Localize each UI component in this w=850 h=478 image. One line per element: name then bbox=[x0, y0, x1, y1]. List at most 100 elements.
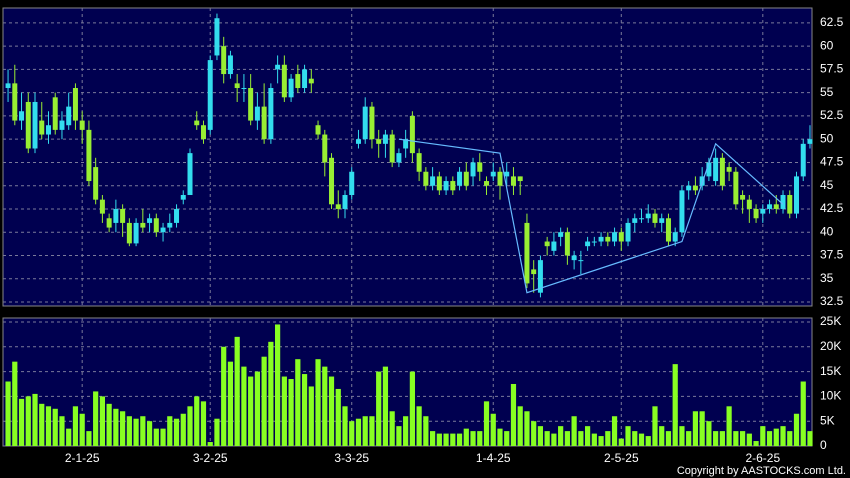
candle-body bbox=[558, 232, 564, 237]
candle-body bbox=[618, 232, 624, 242]
volume-bar bbox=[719, 431, 725, 446]
candle-body bbox=[497, 171, 503, 186]
volume-bar bbox=[140, 416, 146, 446]
candle-body bbox=[99, 199, 105, 214]
candle-body bbox=[12, 83, 18, 121]
volume-bar bbox=[254, 371, 260, 446]
candle-body bbox=[302, 69, 308, 89]
y2-tick-label: 10K bbox=[820, 389, 841, 403]
volume-bar bbox=[598, 436, 604, 446]
volume-bar bbox=[342, 406, 348, 446]
candle-body bbox=[409, 115, 415, 154]
volume-bar bbox=[167, 416, 173, 446]
candle-body bbox=[194, 120, 200, 126]
volume-bar bbox=[760, 426, 766, 446]
volume-bar bbox=[153, 428, 159, 446]
volume-bar bbox=[389, 411, 395, 446]
y-tick-label: 57.5 bbox=[820, 62, 844, 76]
candle-body bbox=[382, 134, 388, 144]
volume-bar bbox=[793, 413, 800, 446]
volume-bar bbox=[571, 416, 577, 446]
volume-bar bbox=[692, 411, 699, 446]
trend-line bbox=[398, 138, 784, 294]
x-tick-label: 1-4-25 bbox=[476, 451, 511, 465]
candle-body bbox=[659, 218, 665, 223]
candle-body bbox=[733, 171, 739, 205]
candle-body bbox=[140, 222, 146, 228]
volume-bar bbox=[369, 416, 375, 446]
volume-bar bbox=[288, 379, 294, 446]
y-tick-label: 42.5 bbox=[820, 201, 844, 215]
volume-bar bbox=[780, 426, 786, 446]
volume-bar bbox=[227, 361, 234, 446]
volume-bar bbox=[295, 359, 301, 446]
candle-body bbox=[45, 125, 51, 135]
volume-bar bbox=[308, 386, 314, 446]
volume-bar bbox=[146, 421, 153, 446]
candle-body bbox=[551, 241, 557, 251]
y2-tick-label: 5K bbox=[820, 413, 835, 427]
volume-bar bbox=[416, 406, 422, 446]
candle-body bbox=[436, 176, 442, 191]
candle-body bbox=[632, 218, 638, 223]
y-tick-label: 55 bbox=[820, 85, 834, 99]
volume-bar bbox=[194, 396, 200, 446]
volume-bar bbox=[5, 381, 11, 446]
candle-body bbox=[665, 218, 671, 242]
volume-bar bbox=[665, 431, 672, 446]
volume-bar bbox=[699, 411, 705, 446]
volume-bar bbox=[18, 398, 25, 446]
volume-bar bbox=[234, 336, 240, 446]
y2-tick-label: 25K bbox=[820, 314, 841, 328]
volume-bar bbox=[450, 433, 456, 446]
candle-body bbox=[517, 176, 523, 182]
y-tick-label: 50 bbox=[820, 131, 834, 145]
volume-bar bbox=[497, 428, 503, 446]
candle-body bbox=[335, 204, 341, 209]
volume-bar bbox=[52, 408, 58, 446]
candle-body bbox=[59, 120, 65, 130]
volume-bar bbox=[396, 426, 402, 446]
candle-body bbox=[490, 171, 496, 177]
candle-body bbox=[794, 176, 800, 214]
candle-body bbox=[396, 153, 402, 163]
volume-bar bbox=[611, 416, 618, 446]
volume-bar bbox=[807, 431, 813, 446]
volume-bar bbox=[423, 416, 429, 446]
candle-body bbox=[484, 181, 490, 186]
candle-body bbox=[187, 153, 193, 196]
volume-bar bbox=[32, 393, 38, 446]
volume-bar bbox=[679, 426, 685, 446]
candle-body bbox=[174, 208, 180, 223]
candle-body bbox=[800, 143, 806, 177]
volume-bar bbox=[618, 438, 624, 446]
candle-body bbox=[773, 204, 779, 209]
candle-body bbox=[288, 78, 294, 98]
candle-body bbox=[369, 106, 375, 140]
candle-body bbox=[403, 139, 409, 149]
volume-bar bbox=[93, 391, 99, 446]
candle-body bbox=[25, 101, 31, 149]
candle-body bbox=[147, 218, 153, 223]
candle-body bbox=[463, 171, 469, 186]
volume-bar bbox=[126, 416, 132, 446]
y-tick-label: 62.5 bbox=[820, 15, 844, 29]
candle-body bbox=[106, 218, 112, 228]
volume-bar bbox=[301, 374, 308, 446]
volume-bar bbox=[362, 416, 368, 446]
volume-bar bbox=[207, 442, 213, 446]
candle-body bbox=[692, 185, 698, 191]
volume-bar bbox=[86, 431, 92, 446]
volume-bar bbox=[470, 431, 476, 446]
candle-body bbox=[612, 232, 618, 242]
candle-body bbox=[719, 157, 725, 186]
candle-body bbox=[133, 222, 139, 244]
volume-bar bbox=[746, 433, 752, 446]
volume-bar bbox=[322, 366, 328, 446]
candle-body bbox=[753, 208, 759, 219]
volume-bar bbox=[275, 324, 281, 446]
volume-bar bbox=[800, 381, 806, 446]
volume-bar bbox=[564, 431, 570, 446]
x-tick-label: 2-5-25 bbox=[604, 451, 639, 465]
